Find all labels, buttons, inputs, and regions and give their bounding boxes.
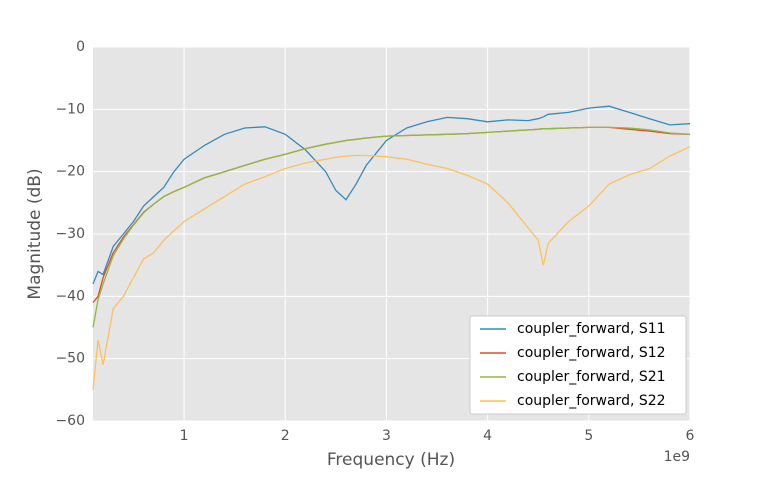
x-tick-label: 4 (483, 428, 492, 444)
x-tick-label: 2 (281, 428, 290, 444)
y-tick-label: −40 (55, 288, 85, 304)
y-tick-label: 0 (76, 39, 85, 55)
y-axis-label: Magnitude (dB) (25, 168, 45, 299)
x-axis-label: Frequency (Hz) (327, 450, 455, 470)
x-tick-label: 5 (584, 428, 593, 444)
data-line (92, 105, 691, 285)
data-line (92, 146, 691, 390)
legend-label: coupler_forward, S22 (517, 393, 666, 409)
x-offset-label: 1e9 (664, 449, 690, 465)
y-tick-label: −60 (55, 413, 85, 429)
legend-label: coupler_forward, S11 (517, 321, 666, 337)
y-tick-label: −30 (55, 226, 85, 242)
data-line (92, 126, 691, 328)
legend-label: coupler_forward, S21 (517, 369, 666, 385)
x-tick-label: 1 (180, 428, 189, 444)
y-tick-label: −10 (55, 101, 85, 117)
legend-box (469, 315, 687, 415)
x-tick-label: 6 (686, 428, 695, 444)
y-tick-label: −20 (55, 164, 85, 180)
x-tick-label: 3 (382, 428, 391, 444)
y-tick-label: −50 (55, 351, 85, 367)
legend-label: coupler_forward, S12 (517, 345, 666, 361)
